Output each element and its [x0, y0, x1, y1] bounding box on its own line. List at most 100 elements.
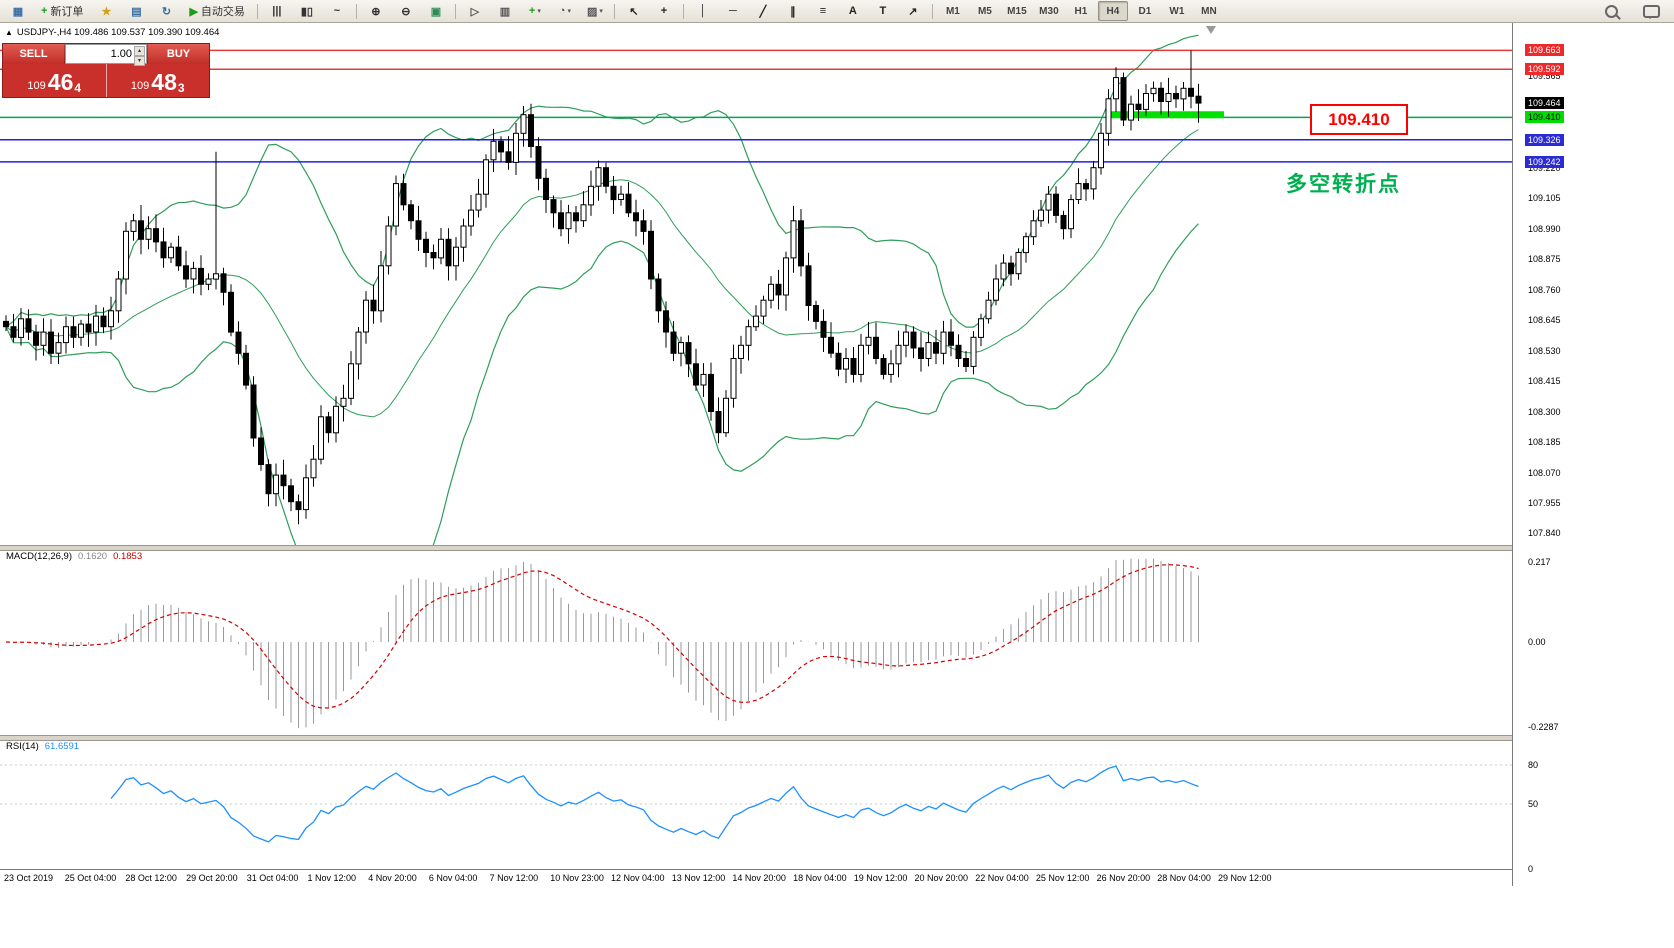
favorites-icon[interactable]: ★: [101, 5, 112, 18]
vertical-line-icon[interactable]: │: [699, 5, 707, 17]
time-axis-label: 28 Nov 04:00: [1157, 873, 1211, 883]
price-axis-label: 108.990: [1528, 223, 1561, 234]
time-axis-label: 29 Oct 20:00: [186, 873, 238, 883]
macd-panel-canvas[interactable]: [0, 549, 1512, 735]
price-axis-label: 108.185: [1528, 437, 1561, 448]
toolbar-separator: [454, 3, 456, 19]
autotrading-button[interactable]: ▶ 自动交易: [189, 5, 245, 19]
time-axis-label: 1 Nov 12:00: [307, 873, 357, 883]
market-watch-icon[interactable]: ▤: [131, 5, 142, 18]
new-order-button[interactable]: + 新订单: [41, 5, 84, 18]
price-axis-label: 108.300: [1528, 406, 1561, 417]
price-tag-109.464: 109.464: [1525, 97, 1564, 110]
time-axis-label: 31 Oct 04:00: [246, 873, 299, 883]
search-icon[interactable]: [1597, 1, 1625, 21]
one-click-collapse-toggle[interactable]: ▲: [5, 28, 13, 37]
sell-price-pip: 4: [74, 81, 82, 95]
new-chart-icon[interactable]: ▦: [12, 5, 24, 18]
zoom-out-icon[interactable]: ⊖: [401, 5, 411, 18]
buy-price[interactable]: 109 48 3: [107, 64, 210, 97]
buy-button[interactable]: BUY: [147, 44, 209, 64]
macd-axis-label: 0.217: [1528, 557, 1551, 568]
time-axis-label: 13 Nov 12:00: [671, 873, 726, 883]
panel-splitter-macd[interactable]: [0, 545, 1575, 551]
time-axis-label: 26 Nov 20:00: [1096, 873, 1151, 883]
sell-button[interactable]: SELL: [3, 44, 65, 64]
auto-scroll-icon[interactable]: ▣: [430, 5, 442, 18]
price-axis-label: 107.840: [1528, 528, 1561, 539]
sell-price-big: 46: [47, 69, 74, 95]
price-tag-109.663: 109.663: [1525, 44, 1564, 57]
time-axis-label: 10 Nov 23:00: [550, 873, 604, 883]
macd-axis-label: -0.2287: [1528, 721, 1559, 732]
price-tag-109.242: 109.242: [1525, 155, 1564, 168]
templates-icon[interactable]: ▨ ▾: [586, 5, 603, 18]
trendline-icon[interactable]: ╱: [759, 5, 767, 18]
fibonacci-icon[interactable]: ≡: [819, 5, 827, 17]
toolbar-separator: [682, 3, 684, 19]
price-axis[interactable]: 109.565109.220109.105108.990108.875108.7…: [1512, 22, 1576, 886]
price-axis-label: 108.875: [1528, 254, 1561, 265]
periods-icon[interactable]: ◔ ▾: [558, 5, 571, 17]
arrows-icon[interactable]: ↗: [908, 5, 918, 18]
main-chart-canvas[interactable]: [0, 22, 1512, 545]
toolbar: ▦ + 新订单 ★ ▤ ↻ ▶ 自动交易 ||| ▮▯ ~ ⊕ ⊖ ▣ ▷ ▥ + ▾ ◔ ▾ ▨ ▾ ↖ + │ ─ ╱ ∥ ≡ A T ↗…: [0, 0, 1674, 23]
panel-splitter-rsi[interactable]: [0, 735, 1575, 741]
timeframe-button-h4[interactable]: H4: [1097, 1, 1128, 21]
timeframe-button-m15[interactable]: M15: [1007, 5, 1027, 17]
time-axis-label: 14 Nov 20:00: [732, 873, 786, 883]
buy-price-big: 48: [151, 69, 177, 95]
volume-value[interactable]: 1.00: [110, 48, 132, 60]
crosshair-icon[interactable]: +: [660, 5, 668, 17]
time-axis[interactable]: 23 Oct 2019 25 Oct 04:00 28 Oct 12:00 29 Oc…: [0, 869, 1575, 887]
candlestick-chart-icon[interactable]: ▮▯: [300, 5, 313, 18]
rsi-panel-canvas[interactable]: [0, 739, 1512, 869]
buy-price-prefix: 109: [130, 80, 150, 92]
time-axis-label: 6 Nov 04:00: [428, 873, 478, 883]
line-chart-icon[interactable]: ~: [333, 5, 341, 17]
chat-icon[interactable]: [1637, 1, 1665, 21]
timeframe-button-w1[interactable]: W1: [1169, 5, 1185, 17]
price-callout-box[interactable]: 109.410: [1310, 104, 1408, 135]
one-click-trading-panel: SELL 1.00 ▴ ▾ BUY 109 46 4 109 48 3: [2, 43, 210, 98]
price-tag-109.326: 109.326: [1525, 133, 1564, 146]
price-axis-label: 108.530: [1528, 345, 1561, 356]
sell-price[interactable]: 109 46 4: [3, 64, 106, 97]
trade-panel-divider: [105, 64, 107, 97]
cursor-icon[interactable]: ↖: [629, 5, 639, 18]
timeframe-button-h1[interactable]: H1: [1074, 5, 1088, 17]
macd-value-signal: 0.1853: [113, 551, 143, 562]
volume-down-button[interactable]: ▾: [134, 56, 145, 66]
time-axis-label: 20 Nov 20:00: [914, 873, 969, 883]
timeframe-button-mn[interactable]: MN: [1201, 5, 1217, 17]
macd-axis-label: 0.00: [1528, 637, 1546, 647]
volume-field[interactable]: 1.00 ▴ ▾: [65, 44, 147, 66]
text-icon[interactable]: A: [848, 5, 857, 17]
timeframe-button-m5[interactable]: M5: [977, 5, 992, 17]
timeframe-button-m1[interactable]: M1: [945, 5, 960, 17]
indicators-icon[interactable]: + ▾: [528, 5, 541, 17]
horizontal-line-icon[interactable]: ─: [729, 5, 737, 17]
price-axis-label: 108.070: [1528, 467, 1561, 478]
macd-header: MACD(12,26,9) 0.1620 0.1853: [6, 551, 142, 562]
volume-up-button[interactable]: ▴: [134, 46, 145, 56]
bar-chart-icon[interactable]: |||: [272, 5, 282, 17]
rsi-value: 61.6591: [44, 741, 80, 752]
tile-windows-icon[interactable]: ▥: [499, 5, 511, 18]
chart-shift-icon[interactable]: ▷: [470, 5, 480, 18]
rsi-header: RSI(14) 61.6591: [6, 741, 79, 752]
toolbar-items: ▦ + 新订单 ★ ▤ ↻ ▶ 自动交易 ||| ▮▯ ~ ⊕ ⊖ ▣ ▷ ▥ + ▾ ◔ ▾ ▨ ▾ ↖ + │ ─ ╱ ∥ ≡ A T ↗…: [0, 0, 1225, 22]
zoom-in-icon[interactable]: ⊕: [371, 5, 381, 18]
annotation-text[interactable]: 多空转折点: [1286, 173, 1401, 196]
text-label-icon[interactable]: T: [879, 5, 887, 17]
toolbar-separator: [355, 3, 357, 19]
refresh-icon[interactable]: ↻: [161, 5, 172, 18]
time-axis-label: 18 Nov 04:00: [793, 873, 847, 883]
price-axis-label: 108.760: [1528, 284, 1561, 295]
rsi-axis-label: 50: [1528, 799, 1539, 809]
channel-icon[interactable]: ∥: [790, 5, 796, 18]
timeframe-button-m30[interactable]: M30: [1039, 5, 1059, 17]
chart-ohlc-header: ▲ USDJPY-,H4 109.486 109.537 109.390 109…: [5, 27, 219, 38]
timeframe-button-d1[interactable]: D1: [1138, 5, 1152, 17]
